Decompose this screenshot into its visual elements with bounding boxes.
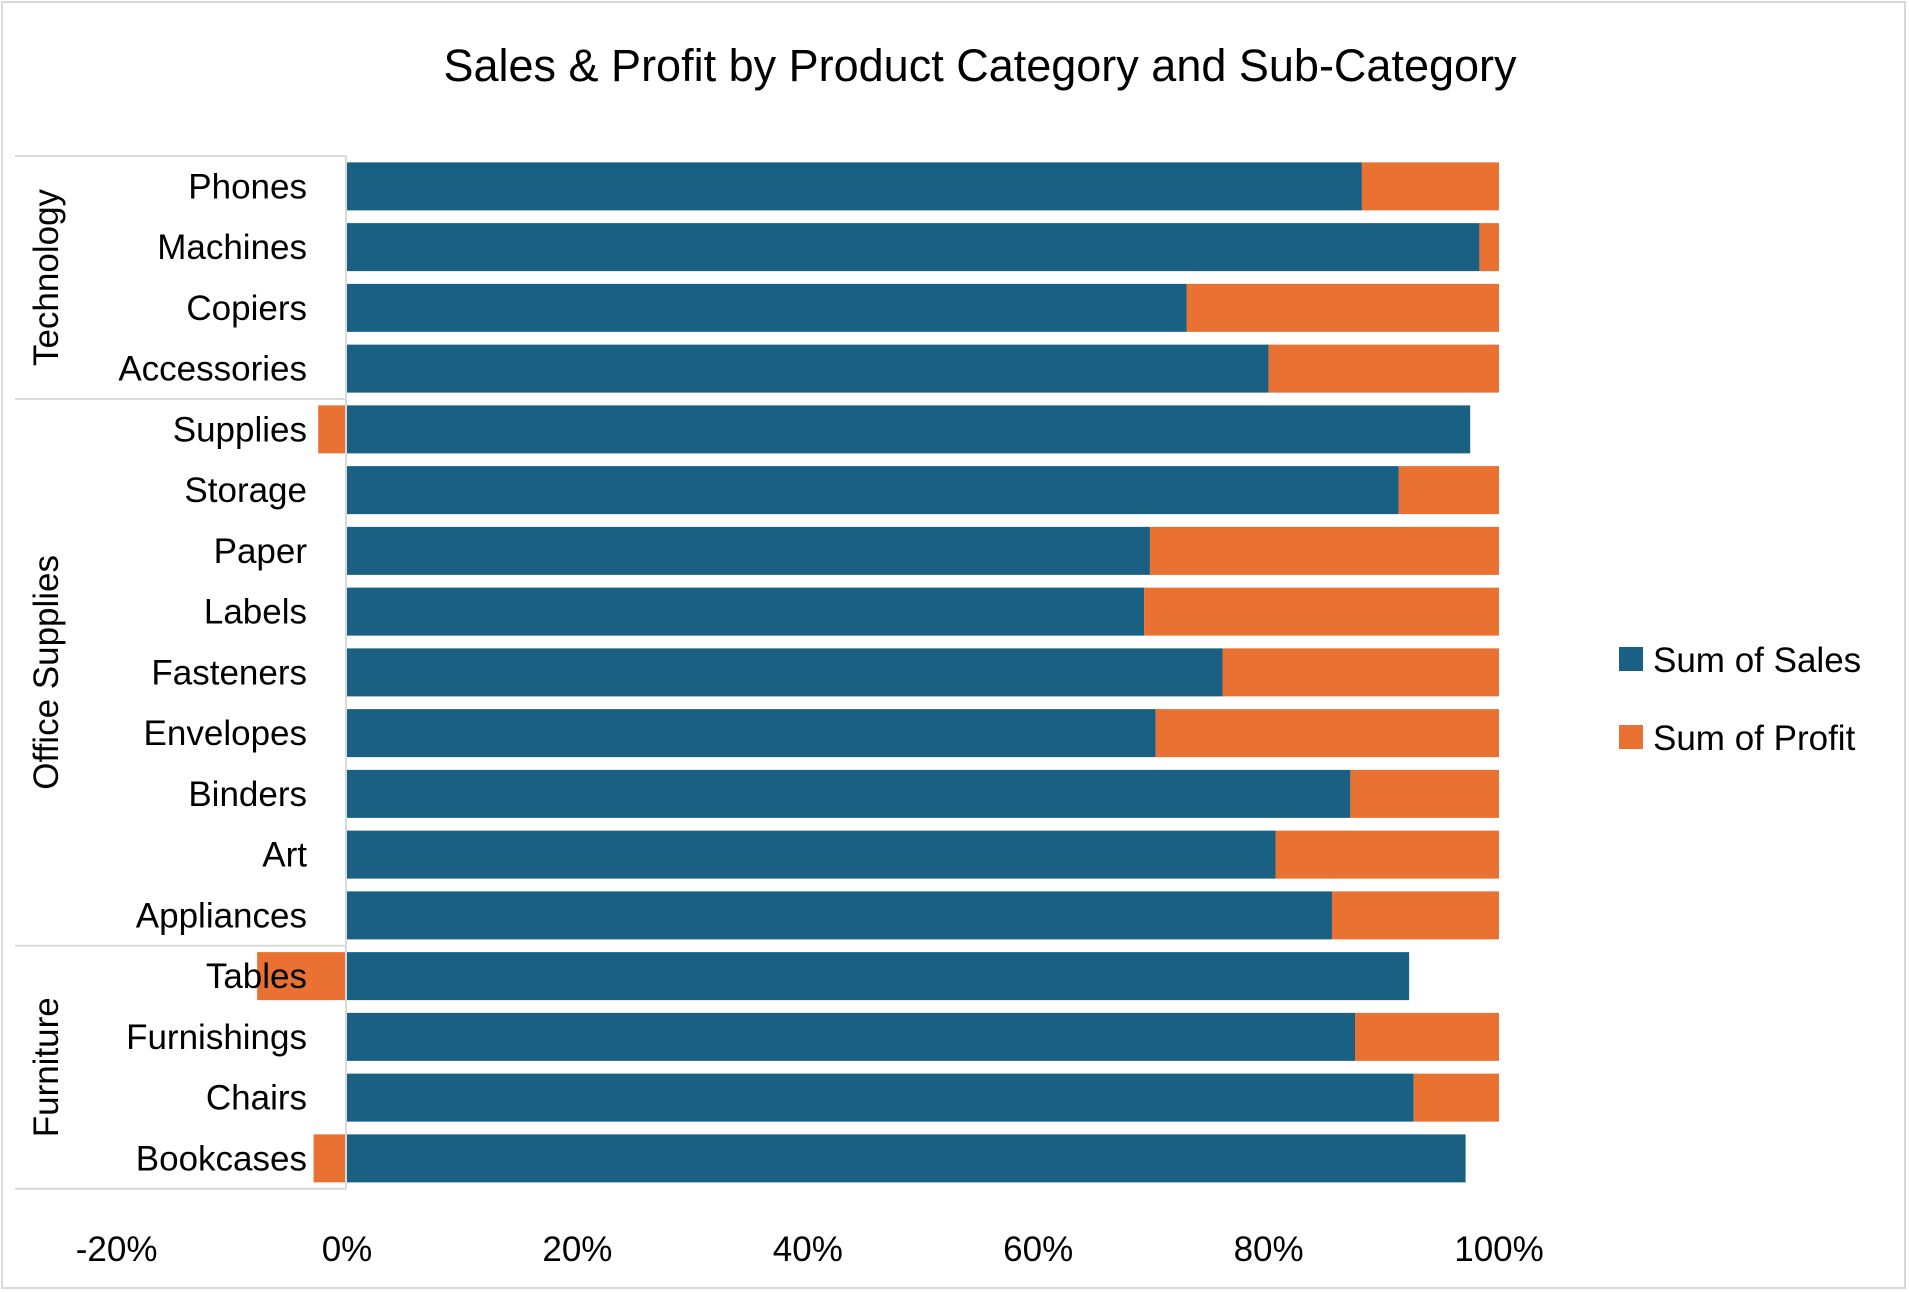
category-label-chairs: Chairs [206,1079,307,1118]
bar-sales-chairs [347,1073,1414,1122]
bar-profit-tables [257,952,347,1001]
bar-sales-machines [347,223,1480,272]
plot-area: Phones Machines Copiers Accessories Supplies… [15,155,1544,1269]
bar-sales-bookcases [347,1134,1466,1183]
category-label-storage: Storage [184,471,307,510]
group-label-technology: Technology [27,188,66,366]
bar-sales-copiers [347,283,1187,332]
bar-sales-accessories [347,344,1269,393]
group-label-office-supplies: Office Supplies [27,555,66,790]
category-label-accessories: Accessories [118,350,307,389]
category-label-copiers: Copiers [186,289,307,328]
bar-profit-phones [1361,162,1499,211]
bar-sales-art [347,830,1276,879]
x-tick-label: 40% [773,1230,843,1269]
bar-profit-paper [1149,526,1499,575]
bar-profit-accessories [1268,344,1499,393]
legend-swatch-sum-of-sales [1619,647,1643,671]
legend-label-sum-of-sales: Sum of Sales [1653,641,1861,680]
category-label-phones: Phones [188,167,307,206]
x-tick-label: 80% [1234,1230,1304,1269]
bar-profit-binders [1350,769,1499,818]
category-label-supplies: Supplies [173,410,307,449]
bar-profit-furnishings [1355,1012,1499,1061]
bar-sales-binders [347,769,1351,818]
bar-profit-machines [1479,223,1499,272]
category-label-paper: Paper [214,532,308,571]
bar-sales-furnishings [347,1012,1355,1061]
category-label-binders: Binders [188,775,307,814]
bar-profit-appliances [1331,891,1499,940]
bar-profit-copiers [1186,283,1499,332]
x-tick-label: -20% [76,1230,158,1269]
x-tick-label: 60% [1003,1230,1073,1269]
category-label-bookcases: Bookcases [136,1139,307,1178]
bar-sales-labels [347,587,1145,636]
legend-swatch-sum-of-profit [1619,725,1643,749]
bar-sales-paper [347,526,1150,575]
bar-profit-labels [1144,587,1499,636]
bar-sales-storage [347,466,1399,515]
bar-profit-storage [1398,466,1499,515]
bar-sales-supplies [347,405,1471,454]
bar-profit-envelopes [1155,709,1499,758]
category-label-art: Art [262,836,307,875]
bar-sales-envelopes [347,709,1156,758]
chart-title: Sales & Profit by Product Category and S… [443,40,1517,91]
bar-profit-supplies [318,405,347,454]
legend: Sum of Sales Sum of Profit [1619,641,1861,758]
x-tick-label: 0% [322,1230,373,1269]
bar-profit-bookcases [313,1134,347,1183]
x-tick-label: 100% [1454,1230,1544,1269]
bar-sales-tables [347,952,1410,1001]
category-label-furnishings: Furnishings [126,1018,307,1057]
bar-profit-art [1275,830,1499,879]
category-label-envelopes: Envelopes [144,714,307,753]
category-label-labels: Labels [204,593,307,632]
bar-sales-appliances [347,891,1332,940]
bar-profit-fasteners [1222,648,1499,697]
category-label-fasteners: Fasteners [151,653,307,692]
category-label-machines: Machines [157,228,307,267]
chart-svg: Sales & Profit by Product Category and S… [15,40,1861,1269]
category-label-tables: Tables [206,957,307,996]
bar-sales-phones [347,162,1362,211]
bar-sales-fasteners [347,648,1223,697]
x-tick-label: 20% [542,1230,612,1269]
group-label-furniture: Furniture [27,997,66,1137]
category-label-appliances: Appliances [136,896,307,935]
legend-label-sum-of-profit: Sum of Profit [1653,719,1856,758]
bar-profit-chairs [1413,1073,1499,1122]
